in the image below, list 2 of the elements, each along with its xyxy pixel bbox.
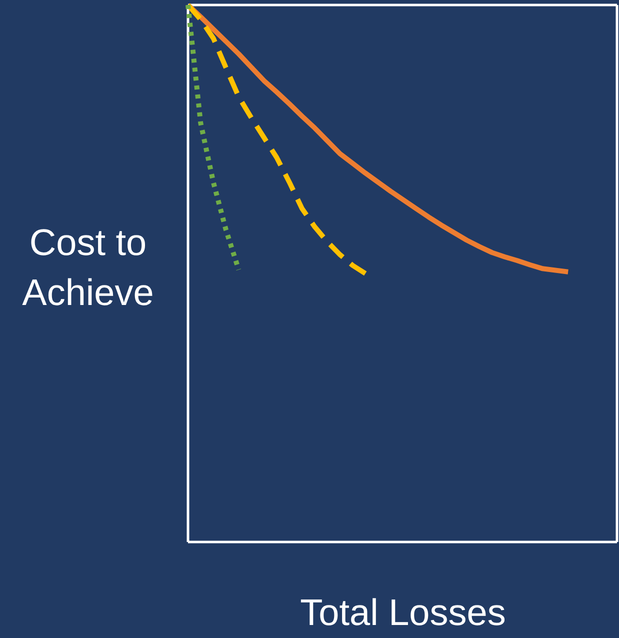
y-axis-title: Cost to Achieve [22,222,154,313]
x-axis-title: Total Losses [300,592,506,633]
